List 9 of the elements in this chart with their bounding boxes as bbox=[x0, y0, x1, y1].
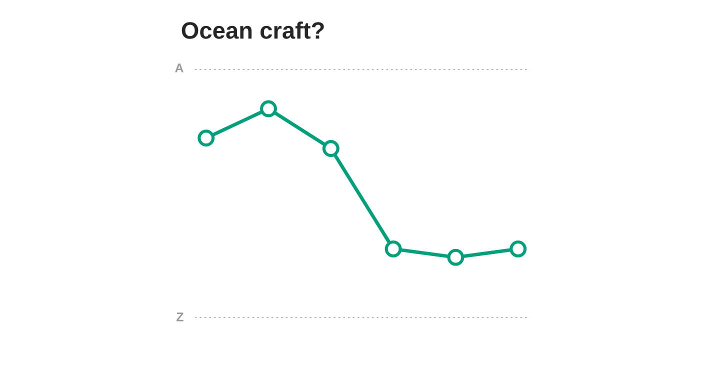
point bbox=[260, 100, 277, 118]
ref-line-label: Z bbox=[176, 312, 184, 322]
point bbox=[322, 140, 340, 157]
chart-title: Ocean craft? bbox=[182, 22, 324, 39]
point bbox=[510, 240, 527, 258]
point bbox=[198, 130, 215, 147]
ref-line-label: A bbox=[175, 64, 184, 72]
point bbox=[384, 240, 402, 258]
point bbox=[447, 248, 464, 266]
